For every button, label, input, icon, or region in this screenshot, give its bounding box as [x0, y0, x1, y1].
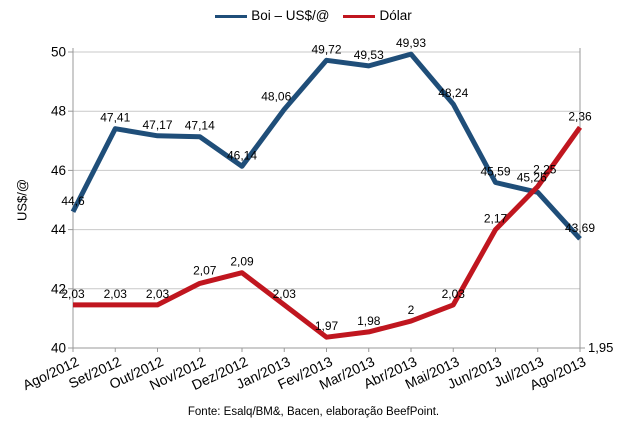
svg-text:46: 46 — [51, 163, 66, 178]
legend-item-boi: Boi – US$/@ — [215, 8, 329, 24]
svg-text:44: 44 — [51, 222, 67, 237]
svg-text:46,14: 46,14 — [227, 148, 257, 162]
svg-text:49,72: 49,72 — [311, 42, 341, 56]
svg-text:45,26: 45,26 — [517, 170, 547, 184]
svg-text:2: 2 — [408, 303, 415, 317]
svg-text:2,03: 2,03 — [273, 287, 297, 301]
svg-text:49,93: 49,93 — [396, 36, 426, 50]
svg-text:2,09: 2,09 — [230, 255, 254, 269]
svg-text:42: 42 — [51, 281, 66, 296]
svg-text:47,17: 47,17 — [142, 118, 172, 132]
svg-text:2,36: 2,36 — [568, 109, 592, 123]
legend: Boi – US$/@ Dólar — [0, 6, 627, 26]
svg-text:2,07: 2,07 — [193, 263, 217, 277]
dolar-line-sample-icon — [343, 14, 376, 18]
svg-text:47,41: 47,41 — [100, 111, 130, 125]
svg-text:2,25: 2,25 — [533, 163, 557, 177]
svg-text:43,69: 43,69 — [565, 221, 595, 235]
svg-text:2,03: 2,03 — [104, 287, 128, 301]
y-axis-tick-labels: 40 42 44 46 48 50 — [51, 45, 67, 356]
legend-label-dolar: Dólar — [379, 8, 412, 23]
svg-text:48,06: 48,06 — [261, 89, 291, 103]
svg-text:45,59: 45,59 — [480, 165, 510, 179]
svg-text:2,17: 2,17 — [484, 212, 508, 226]
boi-line-sample-icon — [215, 14, 248, 18]
axes — [68, 48, 585, 352]
legend-label-boi: Boi – US$/@ — [251, 8, 330, 23]
svg-text:2,03: 2,03 — [442, 287, 466, 301]
svg-text:40: 40 — [51, 341, 66, 356]
svg-text:2,03: 2,03 — [61, 287, 85, 301]
svg-text:2,03: 2,03 — [146, 287, 170, 301]
series-line-boi — [70, 51, 582, 241]
svg-text:1,98: 1,98 — [357, 314, 381, 328]
svg-text:48: 48 — [51, 104, 66, 119]
series-labels-boi: 44,6 47,41 47,17 47,14 46,14 48,06 49,72 49,53 4… — [61, 36, 595, 235]
right-axis-min-label: 1,95 — [588, 340, 614, 355]
svg-text:44,6: 44,6 — [61, 194, 85, 208]
series-line-dolar — [73, 125, 583, 340]
svg-text:47,14: 47,14 — [185, 119, 215, 133]
source-note: Fonte: Esalq/BM&, Bacen, elaboração Beef… — [187, 406, 440, 418]
y-axis-title: US$/@ — [14, 178, 30, 222]
svg-text:49,53: 49,53 — [354, 48, 384, 62]
legend-item-dolar: Dólar — [343, 8, 412, 24]
svg-text:50: 50 — [51, 45, 66, 60]
svg-text:48,24: 48,24 — [438, 86, 468, 100]
series-labels-dolar: 2,03 2,03 2,03 2,07 2,09 2,03 1,97 1,98 2 2,03 2,1… — [61, 109, 592, 333]
svg-text:1,97: 1,97 — [315, 319, 339, 333]
x-axis-category-labels: Ago/2012Set/2012Out/2012Nov/2012Dez/2012… — [20, 353, 588, 393]
